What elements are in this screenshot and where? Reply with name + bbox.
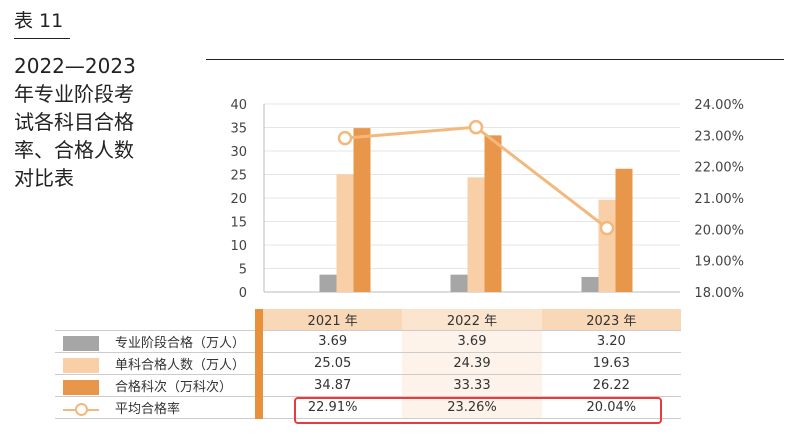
col-header-2022: 2022 年 [402, 309, 542, 331]
table-number: 表 11 [14, 10, 64, 32]
bar [353, 128, 371, 292]
table-row: 合格科次（万科次） 34.87 33.33 26.22 [55, 374, 681, 397]
table-corner [55, 309, 255, 331]
table-cell: 34.87 [263, 374, 403, 397]
left-tick-label: 10 [230, 239, 247, 254]
row-label: 合格科次（万科次） [55, 374, 255, 397]
table-cell: 25.05 [263, 352, 403, 375]
title-line-5: 对比表 [14, 166, 74, 190]
left-tick-label: 20 [230, 192, 247, 207]
table-cell: 3.69 [263, 330, 403, 353]
bar [581, 276, 599, 292]
row-label: 单科合格人数（万人） [55, 352, 255, 375]
light-orange-swatch-icon [63, 358, 99, 373]
row-label: 专业阶段合格（万人） [55, 330, 255, 353]
left-tick-label: 25 [230, 169, 247, 184]
left-tick-label: 35 [230, 122, 247, 137]
table-header-row: 2021 年 2022 年 2023 年 [55, 309, 681, 331]
row-label: 平均合格率 [55, 396, 255, 419]
bar [615, 168, 633, 292]
bar [598, 199, 616, 292]
bar [450, 274, 468, 292]
table-separator [255, 352, 263, 375]
rate-point [599, 220, 615, 236]
table-separator [255, 396, 263, 419]
row-label-text: 专业阶段合格（万人） [115, 336, 246, 351]
table-separator [255, 330, 263, 353]
right-tick-label: 24.00% [694, 98, 744, 113]
title-line-1: 2022—2023 [14, 54, 136, 78]
table-row: 平均合格率 22.91% 23.26% 20.04% [55, 396, 681, 419]
orange-swatch-icon [63, 380, 99, 395]
table-row: 专业阶段合格（万人） 3.69 3.69 3.20 [55, 330, 681, 353]
table-cell: 26.22 [541, 374, 681, 397]
left-tick-label: 30 [230, 145, 247, 160]
table-separator [255, 309, 263, 331]
left-tick-label: 5 [239, 263, 247, 278]
top-divider [206, 59, 784, 60]
left-tick-label: 0 [239, 286, 247, 301]
title-line-3: 试各科目合格 [14, 110, 134, 134]
table-cell: 3.69 [402, 330, 542, 353]
table-separator [255, 374, 263, 397]
table-cell: 20.04% [541, 396, 681, 419]
right-tick-label: 21.00% [694, 192, 744, 207]
table-cell: 24.39 [402, 352, 542, 375]
bar [467, 177, 485, 292]
right-tick-label: 19.00% [694, 255, 744, 270]
right-tick-label: 22.00% [694, 161, 744, 176]
bar [484, 135, 502, 292]
rate-point [337, 130, 353, 146]
table-cell: 23.26% [402, 396, 542, 419]
table-cell: 33.33 [402, 374, 542, 397]
right-tick-label: 18.00% [694, 286, 744, 301]
right-tick-label: 20.00% [694, 223, 744, 238]
table-cell: 22.91% [263, 396, 403, 419]
bar [319, 274, 337, 292]
row-label-text: 单科合格人数（万人） [115, 358, 246, 373]
gray-swatch-icon [63, 336, 99, 351]
left-tick-label: 15 [230, 216, 247, 231]
row-label-text: 合格科次（万科次） [115, 380, 233, 395]
right-tick-label: 23.00% [694, 129, 744, 144]
col-header-2023: 2023 年 [541, 309, 681, 331]
line-marker-icon [63, 402, 99, 417]
row-label-text: 平均合格率 [115, 402, 181, 417]
table-row: 单科合格人数（万人） 25.05 24.39 19.63 [55, 352, 681, 375]
rate-point [468, 119, 484, 135]
bar [336, 174, 354, 292]
table-cell: 19.63 [541, 352, 681, 375]
combo-chart: 0 5 10 15 20 25 30 35 40 18.00% 19.00% 20.00% 21.00%… [230, 98, 744, 301]
data-table: 2021 年 2022 年 2023 年 专业阶段合格（万人） 3.69 3.6… [55, 309, 681, 419]
title-line-4: 率、合格人数 [14, 138, 134, 162]
highlight-box [294, 397, 662, 424]
chart-title: 2022—2023 年专业阶段考 试各科目合格 率、合格人数 对比表 [14, 52, 154, 192]
label-underline [14, 38, 70, 39]
title-line-2: 年专业阶段考 [14, 82, 134, 106]
left-tick-label: 40 [230, 98, 247, 113]
col-header-2021: 2021 年 [263, 309, 403, 331]
table-cell: 3.20 [541, 330, 681, 353]
